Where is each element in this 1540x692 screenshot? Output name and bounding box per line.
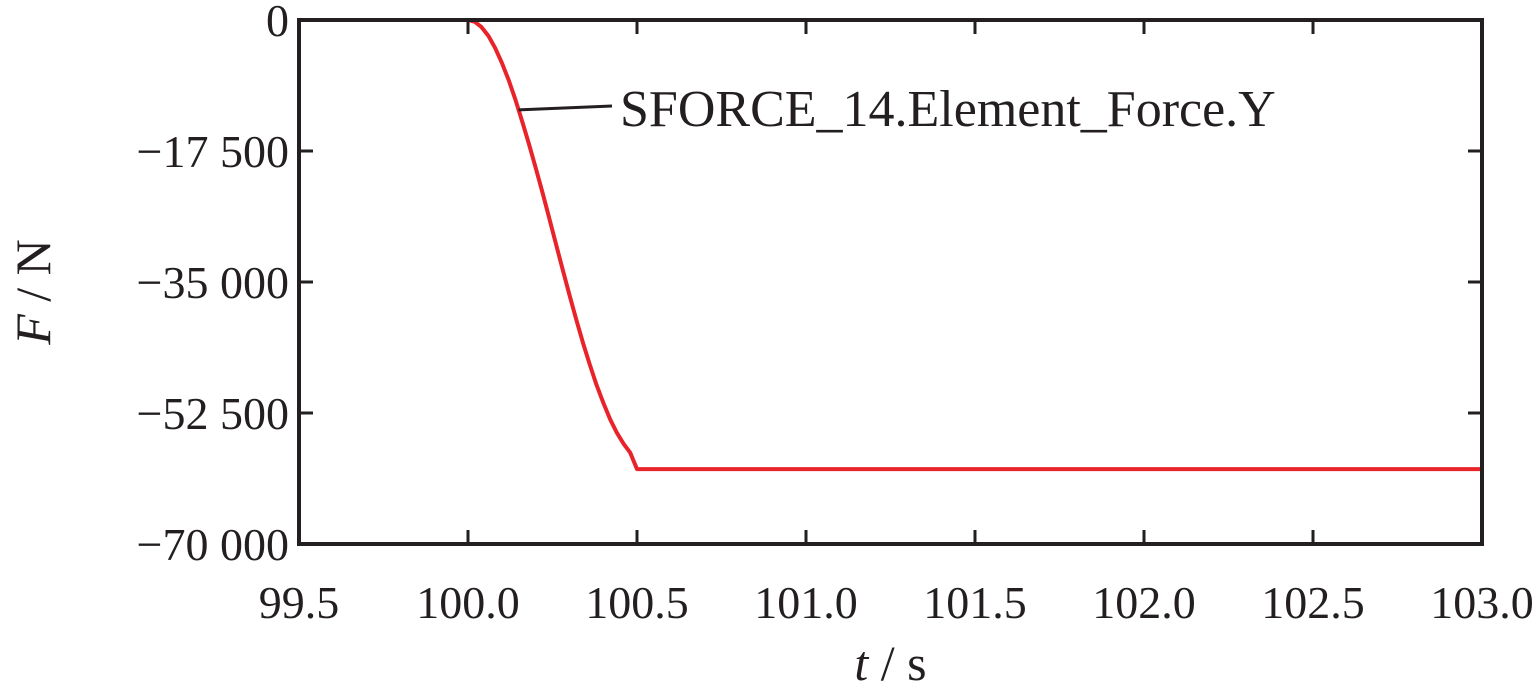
y-axis-unit: N [5,239,61,275]
y-tick-label: −52 500 [137,388,289,439]
y-tick-label: −35 000 [137,257,289,308]
annotation-leader-line [518,104,613,112]
x-axis-separator: / [868,635,907,691]
x-tick-label: 101.5 [923,577,1027,628]
series-label: SFORCE_14.Element_Force.Y [620,81,1276,138]
y-axis-variable: F [5,314,61,346]
x-axis-variable: t [854,635,869,691]
y-tick-label: 0 [266,0,289,46]
y-tick-label: −17 500 [137,126,289,177]
y-tick-label: −70 000 [137,519,289,570]
series-line [467,18,1482,472]
y-axis-label: F / N [5,239,61,346]
plot-frame [297,18,1484,546]
x-tick-label: 102.5 [1261,577,1365,628]
x-tick-label: 102.0 [1092,577,1196,628]
y-axis-separator: / [5,275,61,314]
x-tick-label: 100.0 [416,577,520,628]
x-tick-label: 100.5 [585,577,689,628]
x-tick-label: 101.0 [754,577,858,628]
y-axis-label-text: F / N [5,239,61,346]
tick-labels: 99.5 100.0 100.5 101.0 101.5 102.0 102.5 103.0 0… [137,0,1534,628]
x-axis-unit: s [907,635,926,691]
x-tick-label: 103.0 [1430,577,1534,628]
x-tick-label: 99.5 [259,577,340,628]
x-axis-label-text: t / s [854,635,926,691]
x-axis-label: t / s [854,635,926,691]
